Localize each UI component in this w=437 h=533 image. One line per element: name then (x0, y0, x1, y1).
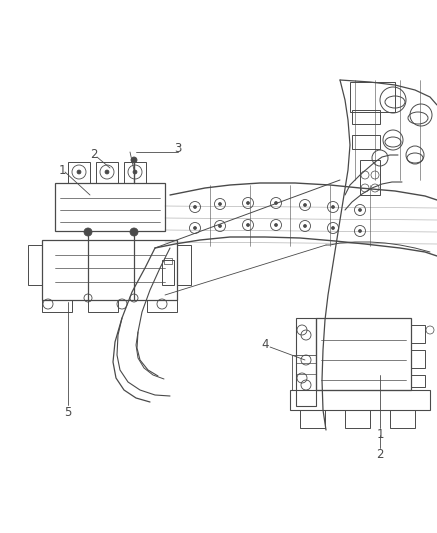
Bar (352, 135, 380, 149)
Text: 1: 1 (58, 164, 66, 176)
Circle shape (274, 223, 277, 227)
Bar (124, 162, 146, 183)
Text: 3: 3 (174, 142, 182, 156)
Text: 2: 2 (90, 149, 98, 161)
Bar (147, 300, 177, 312)
Text: 2: 2 (376, 448, 384, 462)
Circle shape (194, 206, 197, 208)
Circle shape (130, 228, 138, 236)
Bar (411, 375, 425, 387)
Bar (55, 183, 165, 231)
Bar (300, 410, 325, 428)
Bar (316, 318, 411, 390)
Bar (360, 160, 380, 195)
Circle shape (332, 206, 334, 208)
Circle shape (304, 204, 306, 206)
Bar (292, 355, 316, 390)
Bar (177, 245, 191, 285)
Bar (411, 350, 425, 368)
Bar (350, 82, 395, 112)
Circle shape (131, 157, 137, 163)
Bar (164, 258, 172, 264)
Circle shape (133, 170, 137, 174)
Circle shape (105, 170, 109, 174)
Bar (411, 325, 425, 343)
Circle shape (304, 224, 306, 228)
Circle shape (218, 224, 222, 228)
Circle shape (218, 203, 222, 206)
Circle shape (246, 223, 250, 227)
Circle shape (194, 227, 197, 230)
Circle shape (246, 201, 250, 205)
Circle shape (77, 170, 81, 174)
Bar (68, 162, 90, 183)
Bar (352, 110, 380, 124)
Circle shape (274, 201, 277, 205)
Bar (290, 390, 430, 410)
Circle shape (358, 230, 361, 232)
Text: 1: 1 (376, 429, 384, 441)
Bar (296, 318, 316, 406)
Circle shape (358, 208, 361, 212)
Circle shape (332, 227, 334, 230)
Bar (96, 162, 118, 183)
Circle shape (84, 228, 92, 236)
Bar (42, 240, 177, 300)
Text: 4: 4 (261, 337, 269, 351)
Text: 5: 5 (64, 406, 72, 418)
Bar (28, 245, 42, 285)
Bar (390, 410, 415, 428)
Bar (162, 260, 174, 285)
Bar (345, 410, 370, 428)
Bar (88, 300, 118, 312)
Bar (42, 300, 72, 312)
